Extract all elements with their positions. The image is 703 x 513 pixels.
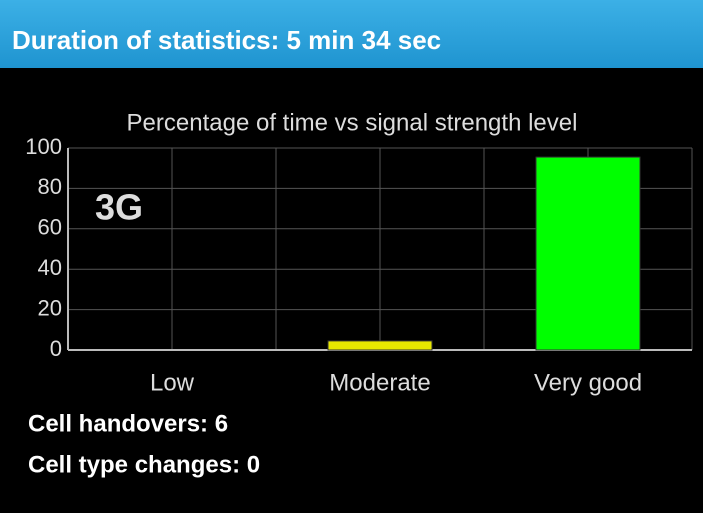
bar <box>327 340 433 351</box>
y-tick-label: 0 <box>50 336 62 361</box>
y-tick-label: 40 <box>38 255 62 280</box>
x-tick-label: Low <box>150 369 195 396</box>
y-tick-label: 100 <box>25 134 62 159</box>
type-changes: Cell type changes: 0 <box>28 451 260 478</box>
y-tick-label: 20 <box>38 295 62 320</box>
y-tick-label: 80 <box>38 174 62 199</box>
handovers: Cell handovers: 6 <box>28 410 228 437</box>
y-tick-label: 60 <box>38 215 62 240</box>
header-bar <box>0 0 703 68</box>
bar <box>535 156 641 351</box>
header-title: Duration of statistics: 5 min 34 sec <box>12 25 441 55</box>
x-tick-label: Very good <box>534 369 642 396</box>
x-tick-label: Moderate <box>329 369 430 396</box>
chart-title: Percentage of time vs signal strength le… <box>127 109 578 136</box>
network-label: 3G <box>95 187 143 228</box>
